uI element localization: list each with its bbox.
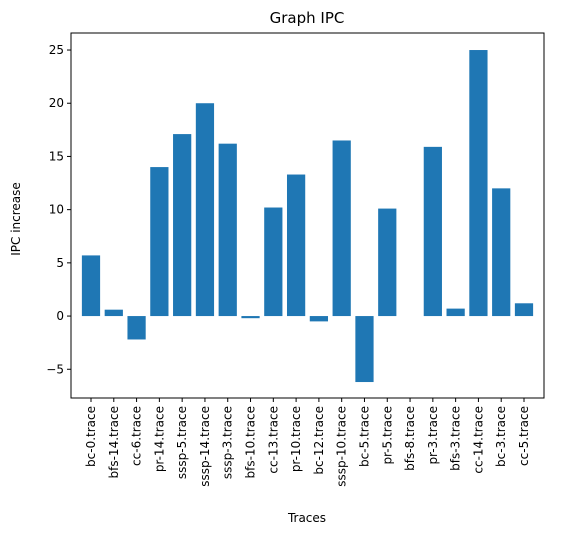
bar-cc-14	[469, 50, 488, 317]
y-tick-label: 5	[56, 256, 64, 270]
y-axis: −5 0 5 10 15 20 25	[46, 43, 71, 376]
bar-bfs-14	[104, 309, 123, 317]
x-tick-label: bc-0.trace	[84, 406, 98, 467]
x-tick-label: bfs-3.trace	[449, 406, 463, 471]
x-tick-label: bfs-8.trace	[403, 406, 417, 471]
bars-layer	[81, 50, 534, 383]
x-tick-label: sssp-10.trace	[335, 406, 349, 487]
bar-sssp-5	[173, 134, 192, 317]
x-tick-label: sssp-14.trace	[198, 406, 212, 487]
x-tick-label: sssp-5.trace	[175, 406, 189, 479]
x-tick-label: bc-12.trace	[312, 406, 326, 475]
x-tick-label: pr-5.trace	[380, 406, 394, 465]
bar-sssp-14	[195, 103, 215, 317]
bar-cc-13	[264, 207, 283, 317]
y-tick-label: 0	[56, 309, 64, 323]
x-tick-label: bc-3.trace	[494, 406, 508, 467]
bar-sssp-10	[332, 140, 351, 317]
x-axis-label: Traces	[287, 511, 326, 525]
x-tick-label: pr-14.trace	[152, 406, 166, 472]
x-tick-label: bfs-14.trace	[107, 406, 121, 478]
bar-pr-3	[423, 146, 442, 317]
bar-bc-5	[355, 316, 374, 383]
y-tick-label: 15	[49, 149, 64, 163]
bar-pr-5	[378, 208, 397, 317]
x-tick-label: sssp-3.trace	[221, 406, 235, 479]
y-tick-label: −5	[46, 362, 64, 376]
y-tick-label: 25	[49, 43, 64, 57]
x-tick-label: cc-13.trace	[266, 406, 280, 474]
x-tick-label: bfs-10.trace	[244, 406, 258, 478]
plot-frame	[70, 32, 545, 399]
y-axis-label: IPC increase	[9, 182, 23, 256]
y-tick-label: 10	[49, 203, 64, 217]
x-tick-label: cc-6.trace	[130, 406, 144, 466]
bar-cc-5	[514, 303, 534, 317]
bar-bc-12	[309, 316, 329, 322]
bar-bc-3	[492, 188, 511, 317]
chart-title: Graph IPC	[270, 9, 345, 27]
bar-bfs-10	[241, 316, 260, 319]
bar-sssp-3	[218, 143, 237, 317]
bar-bc-0	[81, 255, 101, 317]
x-axis: bc-0.trace bfs-14.trace cc-6.trace pr-14.tr…	[84, 398, 531, 487]
bar-pr-10	[286, 174, 306, 317]
x-tick-label: pr-3.trace	[426, 406, 440, 465]
y-tick-label: 20	[49, 96, 64, 110]
x-tick-label: pr-10.trace	[289, 406, 303, 472]
bar-cc-6	[127, 316, 146, 340]
x-tick-label: cc-14.trace	[471, 406, 485, 474]
bar-bfs-3	[446, 308, 465, 317]
x-tick-label: cc-5.trace	[517, 406, 531, 466]
bar-pr-14	[150, 167, 169, 317]
x-tick-label: bc-5.trace	[357, 406, 371, 467]
